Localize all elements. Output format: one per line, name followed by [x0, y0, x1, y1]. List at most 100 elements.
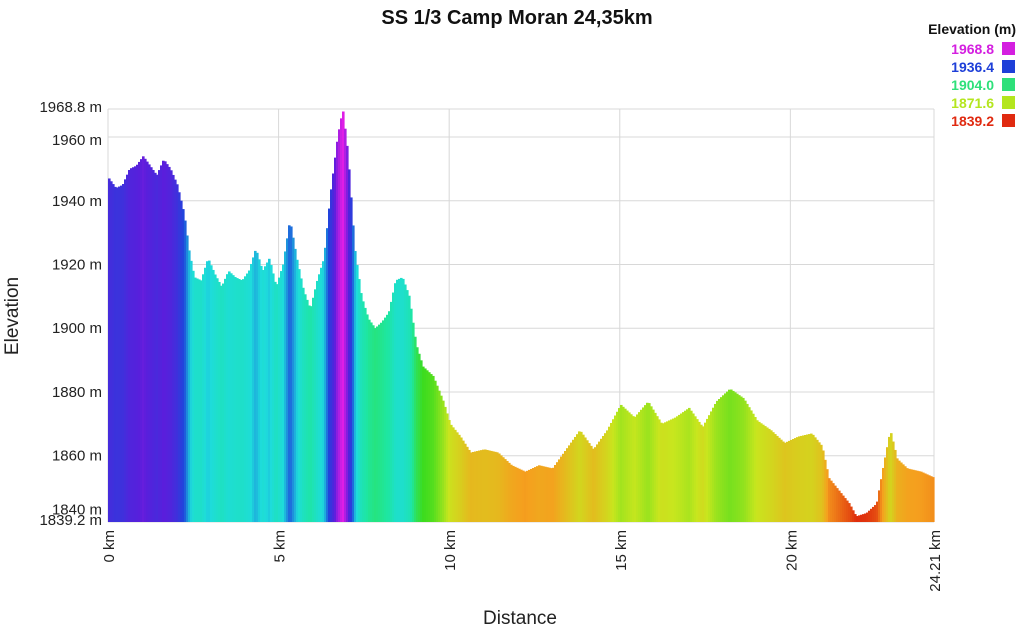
elevation-column: [574, 436, 577, 522]
elevation-column: [598, 441, 601, 522]
elevation-column: [184, 220, 187, 522]
elevation-column: [542, 466, 545, 522]
legend-value: 1968.8: [951, 41, 994, 57]
elevation-column: [898, 460, 901, 522]
elevation-column: [750, 410, 753, 522]
elevation-column: [512, 465, 515, 522]
elevation-column: [796, 437, 799, 522]
elevation-column: [658, 419, 661, 522]
elevation-column: [906, 468, 909, 522]
elevation-column: [686, 409, 689, 522]
elevation-column: [752, 413, 755, 522]
elevation-column: [418, 353, 421, 522]
elevation-column: [162, 160, 165, 522]
elevation-column: [210, 265, 213, 522]
elevation-column: [324, 247, 327, 522]
elevation-column: [896, 458, 899, 522]
elevation-column: [186, 235, 189, 522]
y-tick-label: 1940 m: [52, 193, 102, 210]
elevation-column: [534, 467, 537, 522]
elevation-column: [668, 420, 671, 522]
elevation-point: [240, 280, 242, 282]
elevation-point: [783, 442, 785, 444]
elevation-column: [632, 416, 635, 522]
legend-value: 1904.0: [951, 77, 994, 93]
elevation-column: [820, 444, 823, 522]
elevation-column: [358, 279, 361, 522]
elevation-column: [568, 445, 571, 522]
elevation-column: [836, 488, 839, 522]
elevation-column: [854, 514, 857, 522]
elevation-point: [564, 449, 566, 451]
elevation-column: [770, 430, 773, 522]
elevation-column: [636, 414, 639, 522]
elevation-point: [633, 417, 635, 419]
elevation-column: [678, 414, 681, 522]
elevation-column: [674, 417, 677, 522]
elevation-point: [107, 178, 109, 180]
elevation-column: [310, 306, 313, 522]
elevation-point: [848, 503, 850, 505]
elevation-point: [742, 398, 744, 400]
elevation-column: [510, 464, 513, 522]
elevation-column: [480, 450, 483, 522]
y-tick-label: 1968.8 m: [39, 99, 102, 116]
elevation-column: [422, 366, 425, 522]
elevation-column: [822, 450, 825, 522]
elevation-column: [904, 466, 907, 522]
elevation-point: [701, 426, 703, 428]
elevation-column: [126, 174, 129, 522]
elevation-column: [120, 185, 123, 523]
elevation-column: [248, 270, 251, 522]
elevation-column: [222, 283, 225, 522]
elevation-column: [370, 322, 373, 522]
elevation-point: [459, 436, 461, 438]
elevation-column: [826, 469, 829, 522]
elevation-column: [288, 225, 291, 522]
elevation-column: [866, 512, 869, 522]
elevation-column: [830, 480, 833, 522]
elevation-column: [514, 466, 517, 522]
elevation-column: [552, 467, 555, 522]
elevation-column: [134, 166, 137, 523]
elevation-point: [346, 152, 348, 154]
elevation-column: [930, 476, 933, 522]
elevation-column: [350, 197, 353, 523]
elevation-column: [182, 209, 185, 522]
elevation-point: [373, 327, 375, 329]
elevation-point: [442, 401, 444, 403]
elevation-point: [496, 452, 498, 454]
elevation-column: [296, 259, 299, 522]
elevation-column: [124, 179, 127, 522]
elevation-column: [252, 257, 255, 522]
elevation-column: [354, 251, 357, 523]
elevation-column: [832, 483, 835, 522]
elevation-column: [226, 274, 229, 522]
elevation-column: [922, 472, 925, 522]
elevation-column: [856, 516, 859, 522]
elevation-column: [452, 427, 455, 522]
elevation-point: [827, 477, 829, 479]
elevation-point: [121, 184, 123, 186]
elevation-column: [870, 508, 873, 522]
elevation-column: [860, 514, 863, 522]
elevation-column: [420, 360, 423, 522]
elevation-column: [496, 452, 499, 522]
elevation-point: [919, 471, 921, 473]
elevation-column: [908, 468, 911, 522]
elevation-column: [348, 169, 351, 522]
elevation-column: [230, 273, 233, 522]
elevation-column: [666, 421, 669, 522]
elevation-column: [234, 277, 237, 522]
elevation-column: [450, 424, 453, 522]
elevation-column: [112, 184, 115, 523]
legend-swatch: [1002, 60, 1015, 73]
elevation-column: [536, 466, 539, 522]
elevation-column: [110, 181, 113, 522]
elevation-point: [646, 401, 648, 403]
elevation-column: [278, 277, 281, 522]
y-tick-label: 1839.2 m: [39, 512, 102, 529]
elevation-column: [734, 392, 737, 522]
y-tick-label: 1880 m: [52, 384, 102, 401]
elevation-column: [414, 336, 417, 522]
